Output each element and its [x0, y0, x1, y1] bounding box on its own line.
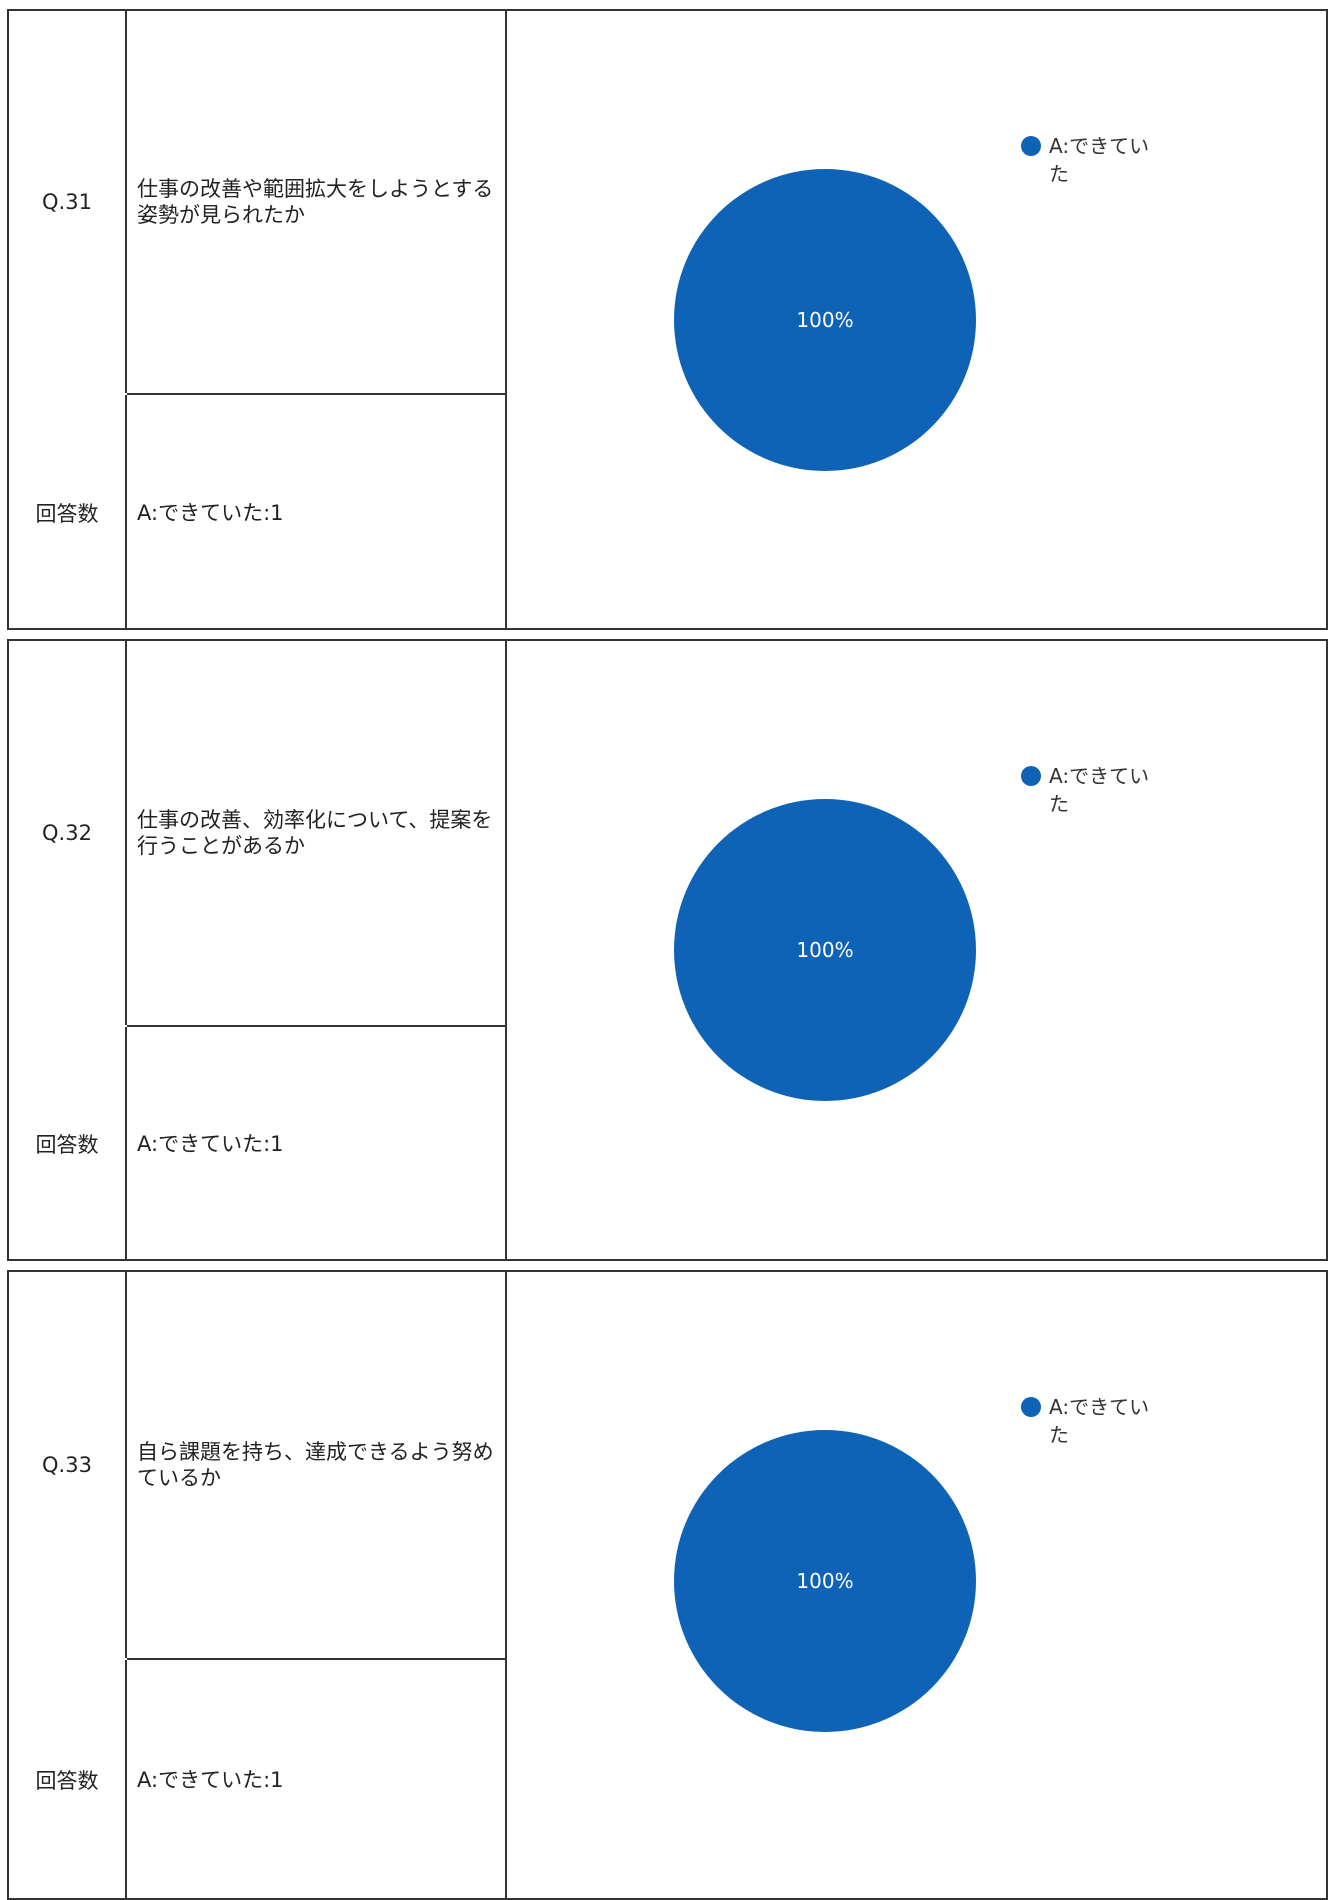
question-text-cell: 仕事の改善や範囲拡大をしようとする姿勢が見られたか — [127, 11, 507, 393]
legend-label: A:できてい — [1049, 764, 1149, 788]
question-text: 仕事の改善、効率化について、提案を行うことがあるか — [137, 808, 493, 858]
answer-count-label-cell: 回答数 — [9, 395, 127, 630]
question-block-33: Q.33 自ら課題を持ち、達成できるよう努めているか 回答数 A:できていた:1… — [7, 1270, 1328, 1900]
answer-count-value: A:できていた:1 — [137, 500, 284, 525]
legend-label: A:できてい — [1049, 134, 1149, 158]
pie-slice — [674, 169, 976, 471]
question-text: 自ら課題を持ち、達成できるよう努めているか — [137, 1440, 494, 1490]
pie-data-label: 100% — [796, 308, 853, 332]
answer-count-label: 回答数 — [35, 1769, 99, 1793]
answer-count-value-cell: A:できていた:1 — [127, 1027, 507, 1261]
pie-chart-31: 100% A:できていた — [507, 11, 1326, 628]
legend-label: た — [1049, 1423, 1069, 1447]
pie-chart-svg: 100% A:できていた — [674, 1395, 1149, 1732]
question-number: Q.31 — [42, 190, 92, 214]
pie-data-label: 100% — [796, 938, 853, 962]
question-text-cell: 仕事の改善、効率化について、提案を行うことがあるか — [127, 641, 507, 1025]
legend-marker — [1021, 136, 1041, 156]
answer-count-value: A:できていた:1 — [137, 1132, 284, 1156]
legend-marker — [1021, 1397, 1041, 1417]
question-number-cell: Q.31 — [9, 11, 127, 393]
answer-count-value-cell: A:できていた:1 — [127, 1660, 507, 1900]
question-number-cell: Q.33 — [9, 1272, 127, 1658]
row-divider — [127, 1025, 507, 1027]
pie-chart-33: 100% A:できていた — [507, 1272, 1326, 1898]
pie-chart-svg: 100% A:できていた — [674, 134, 1149, 471]
answer-count-label: 回答数 — [35, 1133, 99, 1157]
pie-chart-32: 100% A:できていた — [507, 641, 1326, 1259]
question-block-32: Q.32 仕事の改善、効率化について、提案を行うことがあるか 回答数 A:できて… — [7, 639, 1328, 1261]
answer-count-label-cell: 回答数 — [9, 1027, 127, 1261]
pie-slice — [674, 1430, 976, 1732]
answer-count-value: A:できていた:1 — [137, 1768, 284, 1792]
pie-slice — [674, 799, 976, 1101]
pie-data-label: 100% — [796, 1569, 853, 1593]
question-block-31: Q.31 仕事の改善や範囲拡大をしようとする姿勢が見られたか 回答数 A:できて… — [7, 9, 1328, 630]
question-text: 仕事の改善や範囲拡大をしようとする姿勢が見られたか — [137, 177, 494, 227]
question-number: Q.33 — [42, 1453, 92, 1477]
row-divider — [127, 1658, 507, 1660]
question-text-cell: 自ら課題を持ち、達成できるよう努めているか — [127, 1272, 507, 1658]
question-number-cell: Q.32 — [9, 641, 127, 1025]
row-divider — [127, 393, 507, 395]
answer-count-label: 回答数 — [35, 501, 99, 526]
answer-count-value-cell: A:できていた:1 — [127, 395, 507, 630]
legend-label: た — [1049, 792, 1069, 816]
pie-chart-svg: 100% A:できていた — [674, 764, 1149, 1101]
legend-label: た — [1049, 162, 1069, 186]
legend-label: A:できてい — [1049, 1395, 1149, 1419]
question-number: Q.32 — [42, 821, 92, 845]
legend-marker — [1021, 766, 1041, 786]
answer-count-label-cell: 回答数 — [9, 1660, 127, 1900]
